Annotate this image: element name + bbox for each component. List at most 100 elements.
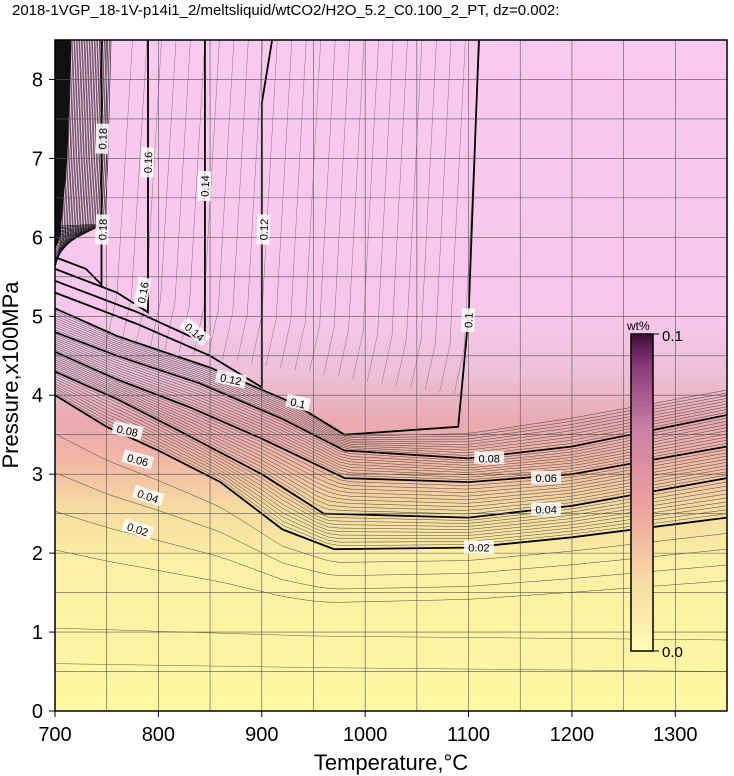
fine-contour	[55, 349, 727, 480]
y-axis-ticks: 0 1 2 3 4 5 6 7 8	[32, 69, 55, 723]
fine-contour	[55, 341, 727, 471]
svg-text:0.12: 0.12	[258, 219, 271, 241]
svg-text:0.06: 0.06	[535, 473, 556, 485]
contour-label-0.06: 0.06	[121, 449, 155, 470]
fine-contour	[121, 40, 148, 344]
fine-contour	[55, 627, 727, 641]
dense-contour	[55, 40, 89, 249]
fine-contour	[439, 40, 466, 393]
dense-contour	[55, 40, 110, 229]
fine-contour	[55, 369, 727, 515]
x-tick-label: 700	[38, 724, 71, 746]
dense-corner-fill	[55, 40, 72, 250]
fine-contour	[352, 40, 379, 380]
fine-contour	[106, 40, 133, 342]
fine-contour	[207, 40, 235, 358]
fine-contour	[55, 337, 727, 466]
fine-contour	[222, 40, 249, 360]
fine-contour	[55, 380, 727, 530]
y-axis-label: Pressure,x100MPa	[0, 281, 23, 469]
svg-text:0.12: 0.12	[219, 372, 242, 388]
fine-contour	[55, 663, 727, 672]
svg-text:0.02: 0.02	[468, 543, 489, 555]
fine-contour	[55, 310, 727, 437]
y-tick-label: 7	[32, 148, 43, 170]
y-tick-label: 2	[32, 543, 43, 565]
contour-label-0.08: 0.08	[111, 420, 144, 440]
svg-text:0.08: 0.08	[478, 453, 499, 465]
fine-contour	[164, 40, 191, 351]
fine-contour	[265, 40, 292, 366]
major-contour-0.12	[55, 40, 273, 389]
fine-contour	[410, 40, 437, 389]
fine-contour	[55, 363, 727, 504]
y-tick-label: 6	[32, 227, 43, 249]
y-tick-label: 3	[32, 464, 43, 486]
svg-text:0.14: 0.14	[200, 175, 213, 197]
dense-contour	[55, 40, 108, 230]
dense-contour	[55, 40, 112, 227]
fine-contour	[55, 376, 727, 524]
fine-contour	[55, 312, 727, 439]
fine-contour	[149, 40, 177, 349]
fine-contour	[55, 353, 727, 486]
x-tick-label: 1200	[550, 724, 595, 746]
plot-frame	[54, 39, 728, 712]
fine-contour	[55, 335, 727, 464]
contour-label-0.12: 0.12	[256, 214, 271, 245]
fine-contour	[55, 357, 727, 493]
colorbar-max-label: 0.1	[662, 328, 683, 345]
fine-contour	[55, 327, 727, 453]
x-axis-ticks: 700 800 900 1000 1100 1200 1300	[38, 711, 698, 746]
fine-contour	[55, 365, 727, 508]
contour-label-0.02: 0.02	[463, 540, 494, 555]
contour-label-0.08: 0.08	[474, 451, 505, 465]
dense-contour	[55, 40, 94, 244]
svg-text:0.08: 0.08	[115, 424, 138, 440]
fine-contour-lines	[55, 40, 727, 672]
x-tick-label: 1300	[653, 724, 698, 746]
dense-contour	[55, 40, 105, 233]
svg-text:0.06: 0.06	[126, 452, 150, 469]
fine-contour	[55, 345, 727, 476]
fine-contour	[55, 383, 727, 533]
fine-contour	[323, 40, 350, 375]
svg-text:0.1: 0.1	[463, 312, 476, 328]
fine-contour	[55, 433, 727, 563]
y-tick-label: 0	[32, 701, 43, 723]
fine-contour	[381, 40, 408, 384]
svg-text:0.16: 0.16	[143, 152, 156, 174]
y-tick-label: 8	[32, 69, 43, 91]
major-contour-0.1	[55, 40, 480, 436]
grid-lines	[55, 40, 727, 711]
colorbar-unit: wt%	[626, 319, 650, 333]
dense-contour	[55, 40, 95, 243]
fine-contour	[55, 359, 727, 497]
dense-contour	[55, 40, 87, 251]
fine-contour	[178, 40, 206, 353]
dense-contour	[55, 40, 102, 237]
contour-label-0.16: 0.16	[140, 147, 156, 178]
contour-label-0.16: 0.16	[133, 276, 152, 309]
fine-contour	[309, 40, 336, 373]
dense-contour	[55, 40, 97, 241]
y-tick-label: 4	[32, 385, 43, 407]
contour-label-0.14: 0.14	[197, 170, 213, 202]
dense-contour	[55, 40, 99, 240]
fine-contour	[55, 355, 727, 490]
fine-contour	[236, 40, 263, 362]
plot-background	[55, 40, 727, 711]
contour-label-0.18: 0.18	[95, 123, 110, 154]
contour-label-0.18: 0.18	[95, 214, 110, 245]
fine-contour	[55, 385, 727, 536]
fine-contour	[338, 40, 365, 377]
fine-contour	[55, 373, 727, 521]
fine-contour	[55, 390, 727, 543]
dense-contour	[55, 40, 85, 252]
colorbar-gradient	[630, 333, 654, 652]
fine-contour	[55, 392, 727, 546]
fine-contour	[55, 343, 727, 473]
dense-contour	[55, 40, 80, 257]
fine-contour	[55, 511, 727, 590]
